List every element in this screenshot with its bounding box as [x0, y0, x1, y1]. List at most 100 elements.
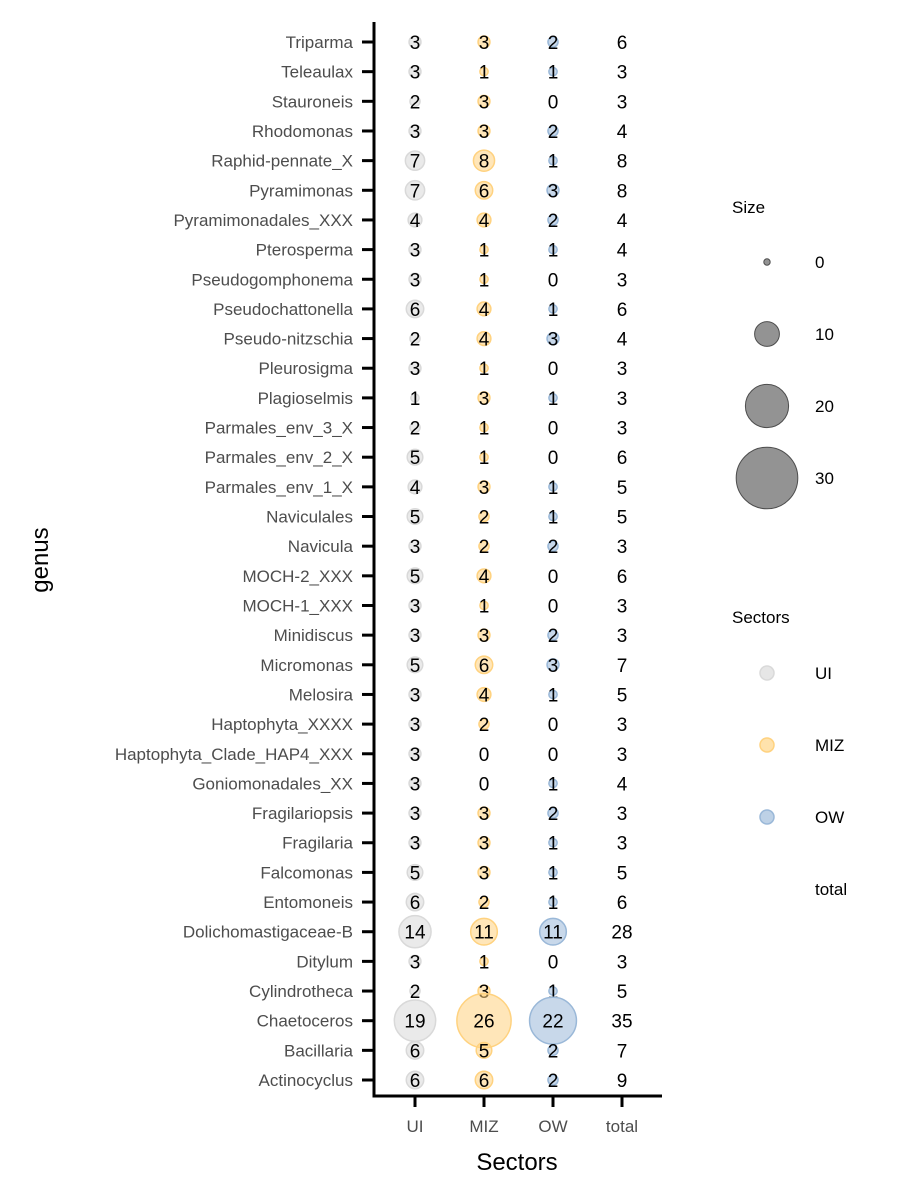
- bubble-ui-fragilaria: [408, 836, 422, 850]
- value-label-miz-pterosperma: 1: [479, 241, 490, 262]
- bubble-ui-falcomonas: [406, 863, 424, 881]
- value-label-ui-minidiscus: 3: [410, 626, 421, 647]
- value-label-ow-fragilariopsis: 2: [548, 804, 559, 825]
- value-label-miz-dolichomastigaceae-b: 11: [474, 923, 494, 944]
- x-tick-label-total: total: [606, 1117, 638, 1136]
- size-legend-label-20: 20: [815, 397, 834, 416]
- bubble-miz-pseudogomphonema: [479, 274, 489, 285]
- value-label-ow-dolichomastigaceae-b: 11: [543, 923, 563, 944]
- y-tick-label-pyramimonadales-xxx: Pyramimonadales_XXX: [173, 211, 353, 230]
- bubble-ui-naviculales: [406, 507, 424, 526]
- value-label-ow-teleaulax: 1: [548, 63, 559, 84]
- bubble-miz-pyramimonas: [474, 180, 494, 200]
- y-tick-label-pseudochattonella: Pseudochattonella: [213, 300, 353, 319]
- value-label-total-actinocyclus: 9: [617, 1071, 628, 1092]
- bubble-ow-pterosperma: [548, 244, 558, 255]
- bubble-ui-ditylum: [408, 954, 422, 969]
- bubble-ui-teleaulax: [408, 64, 422, 79]
- color-legend-label-total: total: [815, 880, 847, 899]
- value-label-ui-parmales-env-2-x: 5: [410, 448, 421, 469]
- bubble-ui-rhodomonas: [408, 124, 422, 138]
- bubble-ow-micromonas: [546, 658, 560, 672]
- value-label-total-goniomonadales-xx: 4: [617, 774, 628, 795]
- bubble-ui-parmales-env-1-x: [407, 479, 423, 495]
- bubble-ui-pterosperma: [408, 242, 422, 257]
- size-legend-bubble-0: [763, 258, 771, 266]
- y-tick-label-parmales-env-2-x: Parmales_env_2_X: [205, 448, 353, 467]
- bubble-ow-bacillaria: [547, 1044, 559, 1057]
- value-label-miz-triparma: 3: [479, 33, 490, 54]
- bubble-miz-actinocyclus: [474, 1070, 494, 1090]
- bubble-miz-teleaulax: [479, 66, 489, 77]
- bubble-ui-parmales-env-3-x: [409, 421, 421, 434]
- value-label-total-pyramimonas: 8: [617, 181, 628, 202]
- bubble-ow-goniomonadales-xx: [548, 778, 558, 789]
- value-label-ow-actinocyclus: 2: [548, 1071, 559, 1092]
- value-label-total-pseudogomphonema: 3: [617, 270, 628, 291]
- value-label-total-falcomonas: 5: [617, 863, 628, 884]
- bubble-miz-parmales-env-3-x: [479, 422, 489, 433]
- value-label-total-teleaulax: 3: [617, 63, 628, 84]
- value-label-ui-fragilariopsis: 3: [410, 804, 421, 825]
- y-tick-label-pleurosigma: Pleurosigma: [259, 359, 354, 378]
- value-label-ui-pleurosigma: 3: [410, 359, 421, 380]
- value-label-miz-pyramimonadales-xxx: 4: [479, 211, 490, 232]
- value-label-ui-triparma: 3: [410, 33, 421, 54]
- bubble-miz-entomoneis: [478, 896, 490, 908]
- y-tick-label-teleaulax: Teleaulax: [281, 63, 353, 82]
- value-label-total-haptophyta-xxxx: 3: [617, 715, 628, 736]
- value-label-total-fragilariopsis: 3: [617, 804, 628, 825]
- value-label-miz-pseudo-nitzschia: 4: [479, 330, 490, 351]
- value-label-miz-goniomonadales-xx: 0: [479, 774, 490, 795]
- value-label-miz-navicula: 2: [479, 537, 490, 558]
- value-label-miz-falcomonas: 3: [479, 863, 490, 884]
- value-label-ow-moch-1-xxx: 0: [548, 596, 559, 617]
- value-label-miz-naviculales: 2: [479, 508, 490, 529]
- bubble-miz-haptophyta-xxxx: [478, 718, 490, 730]
- value-label-ow-haptophyta-clade-hap4-xxx: 0: [548, 745, 559, 766]
- bubble-ui-pleurosigma: [408, 361, 422, 375]
- bubble-ui-micromonas: [406, 656, 424, 674]
- bubble-ow-chaetoceros: [528, 996, 578, 1045]
- y-tick-label-goniomonadales-xx: Goniomonadales_XX: [192, 774, 353, 793]
- value-label-miz-haptophyta-xxxx: 2: [479, 715, 490, 736]
- bubble-ui-navicula: [408, 539, 422, 553]
- value-label-total-stauroneis: 3: [617, 92, 628, 113]
- value-label-miz-rhodomonas: 3: [479, 122, 490, 143]
- bubble-miz-naviculales: [478, 510, 490, 523]
- value-label-ow-goniomonadales-xx: 1: [548, 774, 559, 795]
- bubble-ow-raphid-pennate-x: [548, 155, 558, 166]
- y-tick-label-moch-2-xxx: MOCH-2_XXX: [242, 567, 353, 586]
- bubble-miz-raphid-pennate-x: [472, 149, 496, 172]
- bubble-ui-pyramimonadales-xxx: [407, 212, 423, 228]
- value-label-ow-naviculales: 1: [548, 508, 559, 529]
- value-label-total-parmales-env-3-x: 3: [617, 419, 628, 440]
- value-label-miz-fragilariopsis: 3: [479, 804, 490, 825]
- value-label-ui-dolichomastigaceae-b: 14: [404, 923, 426, 944]
- bubble-miz-pyramimonadales-xxx: [476, 212, 492, 228]
- y-tick-label-raphid-pennate-x: Raphid-pennate_X: [211, 152, 353, 171]
- y-tick-label-haptophyta-xxxx: Haptophyta_XXXX: [211, 715, 353, 734]
- bubble-miz-parmales-env-1-x: [477, 480, 491, 494]
- value-label-ow-pleurosigma: 0: [548, 359, 559, 380]
- value-label-total-plagioselmis: 3: [617, 389, 628, 410]
- bubble-ow-actinocyclus: [547, 1074, 559, 1086]
- bubble-miz-triparma: [477, 35, 491, 49]
- bubble-miz-falcomonas: [477, 865, 491, 880]
- value-label-total-micromonas: 7: [617, 656, 628, 677]
- value-label-ow-parmales-env-3-x: 0: [548, 419, 559, 440]
- value-label-ow-cylindrotheca: 1: [548, 982, 559, 1003]
- value-label-ui-melosira: 3: [410, 685, 421, 706]
- bubble-ow-minidiscus: [547, 629, 559, 641]
- value-label-miz-raphid-pennate-x: 8: [479, 152, 490, 173]
- value-label-ow-ditylum: 0: [548, 952, 559, 973]
- bubble-miz-moch-2-xxx: [476, 568, 492, 584]
- value-label-ow-parmales-env-2-x: 0: [548, 448, 559, 469]
- value-label-total-entomoneis: 6: [617, 893, 628, 914]
- bubble-ui-pyramimonas: [404, 179, 426, 201]
- x-axis-title: Sectors: [476, 1149, 557, 1176]
- value-label-ui-parmales-env-3-x: 2: [410, 419, 421, 440]
- bubble-miz-melosira: [476, 686, 492, 703]
- bubble-ow-pyramimonadales-xxx: [547, 214, 559, 226]
